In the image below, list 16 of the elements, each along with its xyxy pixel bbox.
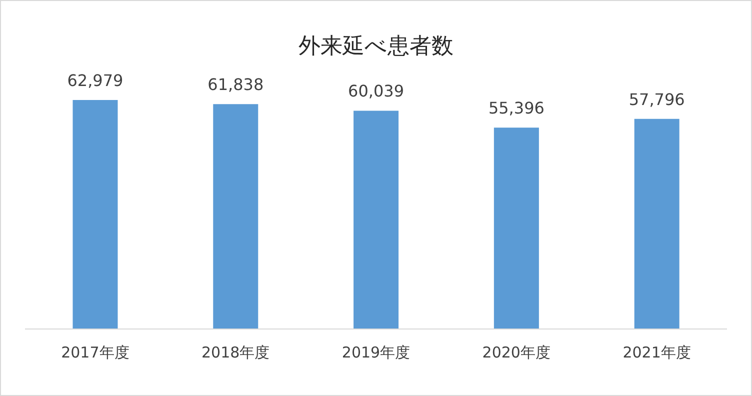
bar <box>634 118 680 329</box>
data-label: 55,396 <box>488 98 544 118</box>
x-tick-label: 2017年度 <box>61 344 130 362</box>
x-tick-label: 2018年度 <box>202 344 270 362</box>
bar <box>494 128 539 329</box>
data-label: 57,796 <box>628 90 685 109</box>
data-label: 60,039 <box>348 82 404 101</box>
x-tick-label: 2019年度 <box>342 344 410 362</box>
data-label: 61,838 <box>208 75 264 94</box>
data-label: 62,979 <box>67 71 124 90</box>
bar <box>72 100 118 329</box>
bar <box>213 104 258 329</box>
x-tick-label: 2020年度 <box>482 344 550 362</box>
x-tick-label: 2021年度 <box>622 344 691 362</box>
bar <box>354 110 399 329</box>
chart-title: 外来延べ患者数 <box>298 33 454 61</box>
